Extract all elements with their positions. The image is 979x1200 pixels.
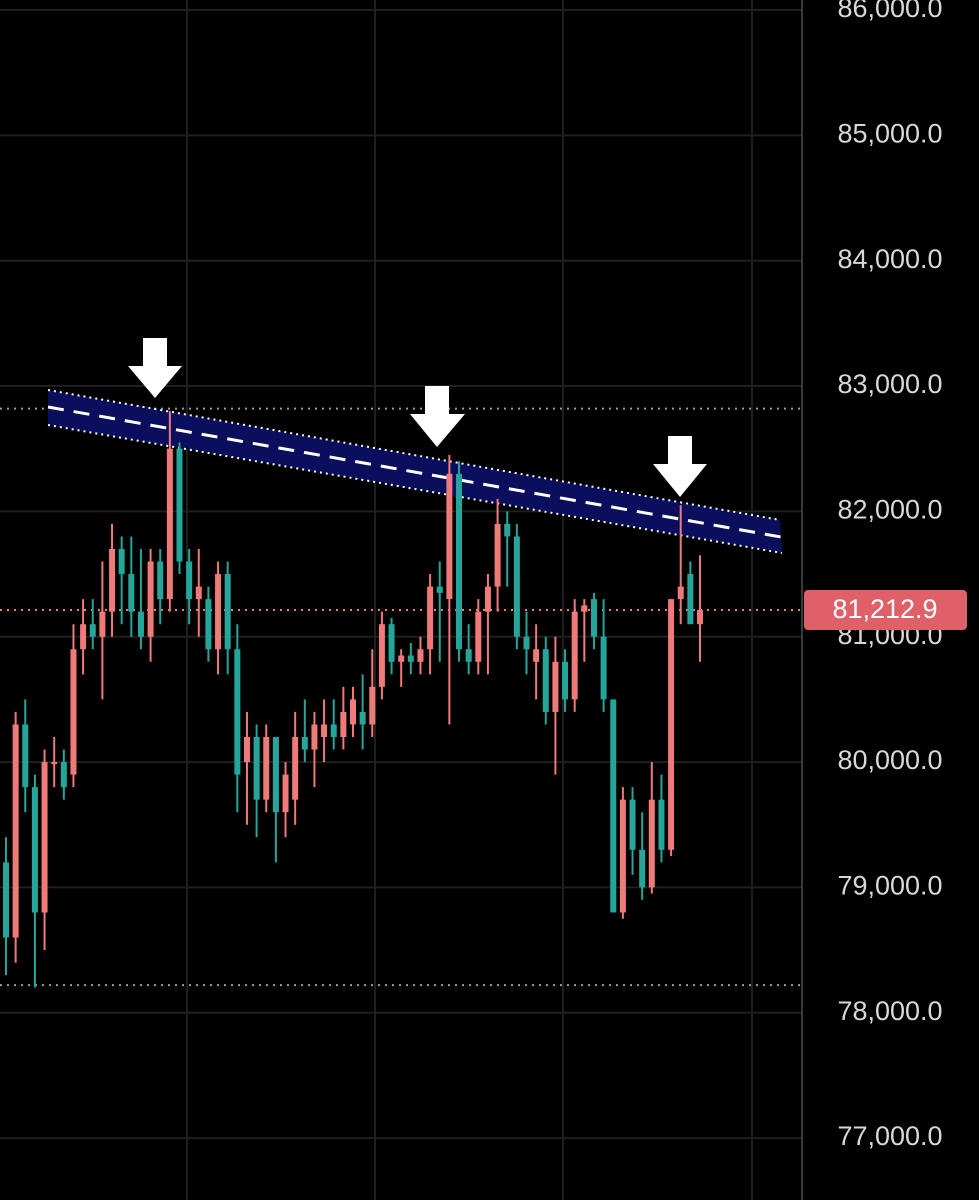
candle-body <box>263 736 270 800</box>
candle-body <box>465 649 472 662</box>
candle-body <box>253 736 260 800</box>
candle-body <box>398 655 405 662</box>
candle-body <box>513 536 520 637</box>
last-price-label: 81,212.9 <box>832 594 937 624</box>
candle-body <box>186 561 193 600</box>
y-tick-label: 83,000.0 <box>837 369 942 399</box>
candle-body <box>205 599 212 650</box>
arrows <box>128 338 707 497</box>
candle-body <box>533 649 540 662</box>
y-tick-label: 79,000.0 <box>837 871 942 901</box>
candle-body <box>3 862 9 938</box>
candle-body <box>504 523 511 537</box>
candle-body <box>321 724 328 737</box>
candle-body <box>311 724 318 750</box>
candle-body <box>109 548 116 612</box>
candle-body <box>157 561 164 600</box>
candle-body <box>687 574 694 625</box>
candle-body <box>456 473 463 650</box>
last-price-badge <box>804 590 967 631</box>
candle-body <box>417 649 424 662</box>
candle-body <box>590 599 597 637</box>
candle-body <box>137 611 144 637</box>
candle-body <box>629 799 636 850</box>
y-tick-label: 78,000.0 <box>837 996 942 1026</box>
candle-body <box>215 574 222 650</box>
arrow <box>128 338 182 398</box>
candle-body <box>41 762 48 913</box>
candle-body <box>301 736 308 750</box>
candle-body <box>292 736 299 800</box>
trend-channel <box>47 389 783 554</box>
arrow <box>410 386 465 447</box>
candle-body <box>350 699 356 725</box>
candle-body <box>99 611 106 637</box>
candle-body <box>552 661 559 712</box>
candle-body <box>128 574 135 612</box>
candle-body <box>600 636 607 700</box>
candle-body <box>648 799 655 888</box>
candle-body <box>639 849 646 888</box>
channel-mid <box>47 405 782 539</box>
candle-body <box>658 799 665 850</box>
channel-top <box>47 389 781 521</box>
candle-body <box>494 523 501 587</box>
candle-body <box>118 548 125 575</box>
y-tick-label: 82,000.0 <box>837 495 942 525</box>
candle-body <box>619 799 626 913</box>
candle-body <box>523 636 530 650</box>
candle-body <box>80 624 87 650</box>
candle-body <box>224 574 231 650</box>
candle-body <box>378 624 385 687</box>
candle-body <box>340 711 347 737</box>
candle-body <box>282 774 289 813</box>
candle-body <box>436 586 443 593</box>
candle-body <box>70 649 77 775</box>
y-axis: 86,000.0 85,000.0 84,000.0 83,000.0 82,000.0… <box>804 0 967 1151</box>
candle-body <box>166 448 173 600</box>
candle-body <box>475 611 482 662</box>
candle-body <box>668 599 675 850</box>
candle-body <box>12 724 19 938</box>
channel-bottom <box>47 424 783 554</box>
candle-body <box>697 610 703 625</box>
candle-body <box>330 724 337 737</box>
candle-body <box>272 736 279 813</box>
candle-body <box>51 762 58 765</box>
candle-body <box>22 724 29 788</box>
candle-body <box>407 655 414 662</box>
candle-body <box>562 661 569 700</box>
candle-body <box>427 586 434 650</box>
candle-body <box>89 624 96 637</box>
candle-body <box>195 586 202 600</box>
candle-body <box>542 649 549 712</box>
candle-body <box>581 605 588 612</box>
candle-body <box>369 686 376 725</box>
candle-body <box>446 473 453 600</box>
candle-body <box>60 762 67 788</box>
candle-body <box>243 736 250 763</box>
candle-body <box>147 561 154 637</box>
y-tick-label: 77,000.0 <box>837 1121 942 1151</box>
y-tick-label: 84,000.0 <box>837 244 942 274</box>
candle-body <box>388 624 395 662</box>
candle-body <box>610 699 617 913</box>
candle-body <box>31 787 38 913</box>
candle-body <box>484 586 491 612</box>
candle-body <box>571 611 578 700</box>
candle-body <box>359 711 366 725</box>
candle-body <box>234 649 241 775</box>
y-tick-label: 86,000.0 <box>837 0 942 23</box>
candle-body <box>677 586 684 600</box>
arrow <box>653 436 707 497</box>
candles <box>3 411 703 988</box>
y-tick-label: 80,000.0 <box>837 745 942 775</box>
y-tick-label: 85,000.0 <box>837 118 942 148</box>
candle-body <box>176 448 183 562</box>
